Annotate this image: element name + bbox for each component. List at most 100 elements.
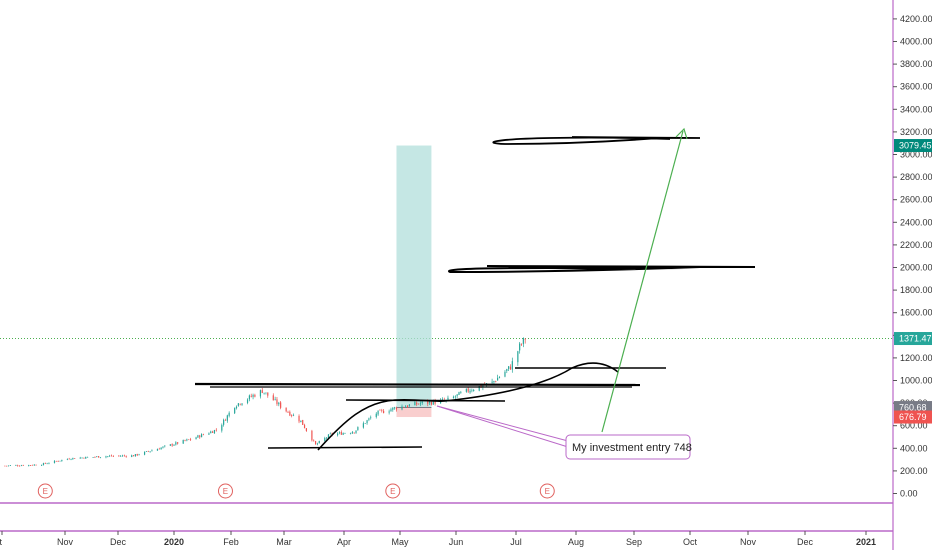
candle-body-136 — [351, 432, 353, 434]
candle-body-193 — [497, 377, 499, 381]
candle-body-42 — [109, 455, 111, 457]
candle-body-27 — [70, 459, 72, 460]
candle-body-66 — [171, 444, 173, 446]
candle-body-201 — [519, 343, 521, 351]
plot-background — [0, 0, 894, 550]
candle-body-112 — [289, 411, 291, 416]
candle-body-123 — [316, 443, 319, 445]
candle-body-13 — [33, 464, 35, 466]
candle-body-25 — [66, 458, 68, 460]
price-badge-label-3: 760.68 — [899, 403, 927, 413]
candle-body-116 — [300, 420, 302, 422]
candle-body-119 — [305, 428, 307, 431]
candle-body-77 — [199, 435, 201, 438]
long-position-tool[interactable] — [396, 145, 432, 418]
x-tick-label-12: Oct — [683, 537, 698, 547]
candle-body-106 — [274, 399, 276, 400]
candle-body-63 — [162, 446, 164, 448]
resistance-line[interactable] — [194, 382, 641, 387]
candle-body-3 — [7, 465, 10, 467]
candle-body-179 — [460, 392, 462, 393]
axes: 0.00200.00400.00600.00800.001000.001200.… — [0, 14, 932, 547]
candle-body-23 — [59, 460, 61, 462]
candle-body-114 — [292, 415, 295, 416]
earnings-marker-2[interactable] — [217, 483, 233, 499]
candle-body-88 — [226, 415, 228, 421]
candle-body-146 — [377, 410, 379, 415]
candle-body-58 — [149, 451, 151, 452]
candle-body-73 — [188, 439, 190, 441]
price-badge-2 — [894, 332, 932, 346]
y-tick-label-21: 4200.00 — [900, 14, 932, 24]
candlestick-series — [4, 337, 526, 467]
target-arrow-head — [675, 127, 688, 140]
candle-body-148 — [381, 410, 383, 411]
earnings-marker-1[interactable] — [37, 483, 53, 499]
candle-body-51 — [132, 455, 135, 457]
y-tick-label-10: 2000.00 — [900, 263, 932, 273]
candle-body-104 — [267, 392, 269, 396]
candle-body-8 — [20, 465, 22, 467]
earnings-marker-label-3: E — [390, 487, 395, 496]
earnings-marker-4[interactable] — [539, 483, 555, 499]
candle-body-176 — [454, 396, 456, 398]
candle-body-41 — [107, 456, 109, 457]
candle-body-33 — [85, 456, 87, 459]
candle-body-83 — [213, 430, 216, 434]
candle-body-52 — [134, 454, 136, 457]
position-loss-zone[interactable] — [396, 407, 432, 418]
x-tick-label-1: Nov — [57, 537, 74, 547]
candle-body-184 — [473, 389, 475, 391]
earnings-marker-3[interactable] — [385, 483, 401, 499]
candle-body-69 — [177, 442, 179, 444]
candle-body-62 — [160, 447, 162, 450]
candle-body-177 — [456, 394, 458, 396]
target-arrow-line[interactable] — [601, 130, 684, 433]
candle-body-44 — [112, 456, 114, 457]
x-tick-label-5: Mar — [276, 537, 292, 547]
candle-body-72 — [186, 439, 188, 441]
candle-body-64 — [164, 445, 166, 447]
recovery-curve[interactable] — [317, 398, 446, 451]
y-tick-label-17: 3400.00 — [900, 104, 932, 114]
candle-body-120 — [311, 430, 313, 441]
candle-body-159 — [408, 404, 410, 407]
x-tick-label-4: Feb — [223, 537, 239, 547]
y-tick-label-14: 2800.00 — [900, 172, 932, 182]
candle-body-154 — [395, 407, 398, 410]
candle-body-181 — [467, 388, 469, 392]
candle-body-126 — [326, 437, 328, 439]
breakout-curve[interactable] — [444, 362, 619, 402]
candle-body-137 — [353, 432, 355, 434]
candle-body-34 — [86, 457, 89, 458]
drawings[interactable] — [194, 127, 756, 451]
y-tick-label-1: 200.00 — [900, 466, 928, 476]
x-tick-label-14: Dec — [797, 537, 814, 547]
support-line[interactable] — [267, 446, 423, 449]
y-tick-label-3: 600.00 — [900, 421, 928, 431]
position-profit-zone[interactable] — [396, 145, 432, 408]
scribble-2000[interactable] — [448, 265, 756, 274]
candle-body-118 — [303, 424, 306, 429]
candle-body-56 — [145, 451, 148, 452]
candle-body-167 — [430, 401, 433, 405]
candle-body-24 — [61, 459, 63, 461]
callout-box[interactable] — [565, 434, 691, 460]
candle-body-60 — [156, 449, 159, 451]
x-tick-label-2: Dec — [110, 537, 127, 547]
scribble-3100[interactable] — [492, 136, 701, 145]
candle-body-19 — [48, 463, 50, 464]
candle-body-149 — [383, 410, 385, 414]
candle-body-100 — [259, 390, 262, 397]
candle-body-128 — [329, 433, 331, 435]
y-tick-label-19: 3800.00 — [900, 59, 932, 69]
candle-body-32 — [83, 457, 85, 459]
callout-text: My investment entry 748 — [572, 442, 692, 454]
candle-body-78 — [200, 434, 203, 438]
candle-body-166 — [428, 401, 431, 404]
candle-body-12 — [31, 465, 34, 466]
candle-body-140 — [362, 423, 364, 428]
callout[interactable]: My investment entry 748 — [565, 434, 692, 460]
